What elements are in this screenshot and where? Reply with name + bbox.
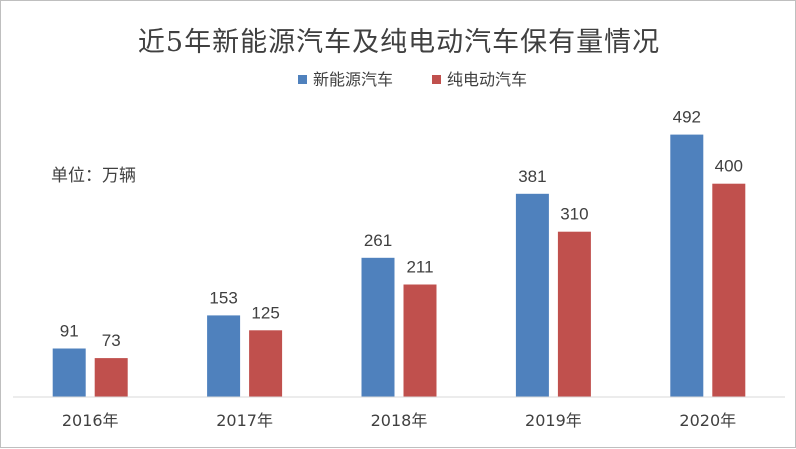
data-label-nev-0: 91 xyxy=(60,322,79,341)
bar-bev-1 xyxy=(249,330,283,397)
bar-bev-2 xyxy=(403,284,437,397)
data-label-nev-4: 492 xyxy=(673,108,701,127)
x-tick-label-2: 2018年 xyxy=(371,411,428,430)
x-tick-label-1: 2017年 xyxy=(216,411,273,430)
chart-title: 近5年新能源汽车及纯电动汽车保有量情况 xyxy=(138,27,660,58)
bar-bev-4 xyxy=(712,183,746,397)
bar-nev-4 xyxy=(670,134,704,397)
x-tick-label-0: 2016年 xyxy=(62,411,119,430)
legend-swatch-nev xyxy=(298,75,307,84)
data-label-bev-3: 310 xyxy=(560,205,588,224)
unit-label: 单位：万辆 xyxy=(51,166,136,186)
bars-group xyxy=(52,134,746,397)
data-label-nev-3: 381 xyxy=(518,167,546,186)
bar-bev-0 xyxy=(94,358,128,397)
data-label-bev-1: 125 xyxy=(251,303,279,322)
bar-nev-2 xyxy=(361,257,395,397)
x-tick-label-4: 2020年 xyxy=(679,411,736,430)
data-label-nev-2: 261 xyxy=(364,231,392,250)
legend-swatch-bev xyxy=(432,75,441,84)
bar-nev-3 xyxy=(515,193,549,397)
data-label-bev-4: 400 xyxy=(715,157,743,176)
bar-nev-0 xyxy=(52,348,86,397)
value-labels-group: 91 73 153 125 261 211 381 310 492 400 xyxy=(60,108,743,351)
data-label-bev-2: 211 xyxy=(406,258,433,277)
legend-label-nev: 新能源汽车 xyxy=(313,70,393,89)
x-tick-label-3: 2019年 xyxy=(525,411,582,430)
bar-bev-3 xyxy=(557,231,591,397)
legend: 新能源汽车 纯电动汽车 xyxy=(298,70,527,89)
legend-label-bev: 纯电动汽车 xyxy=(447,70,527,89)
bar-nev-1 xyxy=(207,315,241,397)
x-tick-labels: 2016年 2017年 2018年 2019年 2020年 xyxy=(62,411,736,430)
data-label-bev-0: 73 xyxy=(102,331,121,350)
data-label-nev-1: 153 xyxy=(209,288,237,307)
